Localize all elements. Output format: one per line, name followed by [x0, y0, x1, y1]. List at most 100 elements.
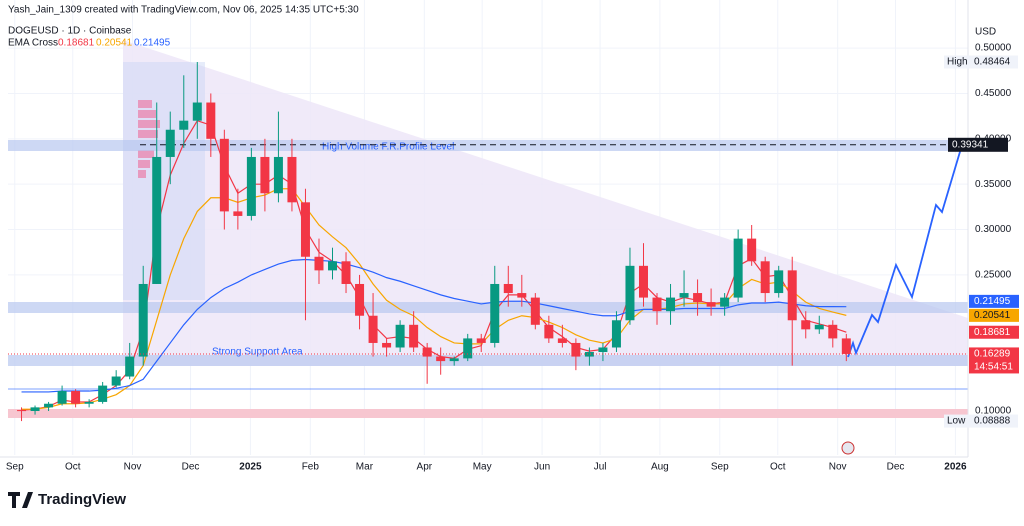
x-tick-label: May	[473, 462, 492, 473]
candle-body	[328, 261, 338, 271]
candle-body	[44, 403, 54, 408]
candle-body	[490, 283, 500, 343]
volume-profile-bars	[138, 100, 160, 178]
price-label-box	[969, 308, 1019, 322]
candle-body	[341, 261, 351, 284]
price-label: 0.16289	[974, 349, 1011, 360]
candle-body	[733, 238, 743, 298]
candle-body	[747, 238, 757, 262]
event-icon	[841, 441, 855, 455]
marker-name: Low	[947, 416, 966, 427]
candle-body	[314, 256, 324, 271]
brand-name: TradingView	[38, 491, 126, 508]
y-tick-label: 0.30000	[975, 224, 1012, 235]
resistance-band	[8, 140, 968, 151]
candle-body	[760, 261, 770, 294]
candle-body	[666, 297, 676, 312]
candle-body	[287, 156, 297, 203]
candle-body	[841, 338, 851, 354]
low-band	[8, 409, 968, 418]
indicator: EMA Cross	[8, 38, 58, 49]
candle-body	[395, 324, 405, 348]
candle-body	[693, 293, 703, 303]
volume-profile-range	[123, 62, 205, 300]
x-tick-label: Apr	[417, 462, 433, 473]
y-tick-label: 0.35000	[975, 179, 1012, 190]
candle-body	[679, 293, 689, 298]
candle-body	[828, 324, 838, 339]
x-tick-label: 2026	[944, 462, 967, 473]
marker-name: High	[947, 57, 968, 68]
x-tick-label: Mar	[356, 462, 374, 473]
price-label-box	[969, 294, 1019, 308]
legend-value: 0.18681	[58, 38, 95, 49]
marker-value-box	[970, 55, 1018, 69]
candle-body	[638, 265, 648, 298]
candle-body	[382, 342, 392, 348]
candle-body	[192, 102, 202, 121]
annotation: Strong Support Area	[212, 347, 303, 358]
candle-body	[544, 324, 554, 339]
y-tick-label: 0.25000	[975, 270, 1012, 281]
x-tick-label: Aug	[651, 462, 669, 473]
candle-body	[260, 156, 270, 194]
candle-body	[71, 391, 81, 404]
x-tick-label: Sep	[6, 462, 24, 473]
candle-body	[125, 356, 135, 377]
price-label: 0.20541	[974, 310, 1011, 321]
candle-body	[625, 265, 635, 321]
candle-body	[571, 342, 581, 357]
support-band	[8, 355, 968, 366]
candle-body	[57, 391, 67, 404]
marker-name-box	[944, 414, 970, 428]
price-label: 0.21495	[974, 296, 1011, 307]
y-tick-label: 0.10000	[975, 406, 1012, 417]
marker-value: 0.08888	[974, 416, 1011, 427]
marker-value: 0.48464	[974, 57, 1011, 68]
y-tick-label: 0.50000	[975, 43, 1012, 54]
candle-body	[165, 129, 175, 157]
candle-body	[422, 347, 432, 357]
countdown: 14:54:51	[974, 362, 1013, 373]
candle-body	[368, 315, 378, 343]
candle-body	[503, 283, 513, 294]
mid-band	[8, 302, 968, 313]
resistance-label-box	[948, 137, 1008, 152]
candle-body	[206, 102, 216, 139]
candle-body	[517, 293, 527, 298]
candle-body	[801, 320, 811, 330]
candle-body	[355, 283, 365, 316]
candle-body	[300, 202, 310, 257]
x-tick-label: Jul	[594, 462, 607, 473]
legend-value: 0.21495	[134, 38, 171, 49]
credit: Yash_Jain_1309 created with TradingView.…	[8, 5, 359, 16]
candle-body	[84, 401, 94, 404]
candle-body	[598, 347, 608, 353]
candle-body	[98, 385, 108, 402]
ema-line	[21, 258, 847, 393]
candle-body	[17, 410, 27, 412]
x-tick-label: Nov	[124, 462, 142, 473]
marker-value-box	[970, 414, 1018, 428]
x-tick-label: Sep	[711, 462, 729, 473]
candle-body	[409, 324, 419, 348]
candle-body	[720, 297, 730, 307]
candle-body	[179, 120, 189, 130]
candle-body	[584, 352, 594, 357]
candle-body	[476, 338, 486, 343]
annotation: High Volume F.R.Profile Level	[322, 142, 454, 153]
candle-body	[774, 270, 784, 294]
price-label-box	[969, 325, 1019, 339]
candle-body	[530, 297, 540, 325]
price-label-box	[969, 347, 1019, 374]
candle-body	[463, 338, 473, 359]
candle-body	[611, 320, 621, 348]
resistance-label: 0.39341	[952, 139, 989, 150]
currency: USD	[975, 27, 996, 38]
x-tick-label: Jun	[534, 462, 550, 473]
candle-body	[138, 283, 148, 357]
x-tick-label: Dec	[887, 462, 905, 473]
candle-body	[449, 358, 459, 362]
brand: TradingView	[8, 491, 126, 508]
candle-body	[814, 324, 824, 330]
